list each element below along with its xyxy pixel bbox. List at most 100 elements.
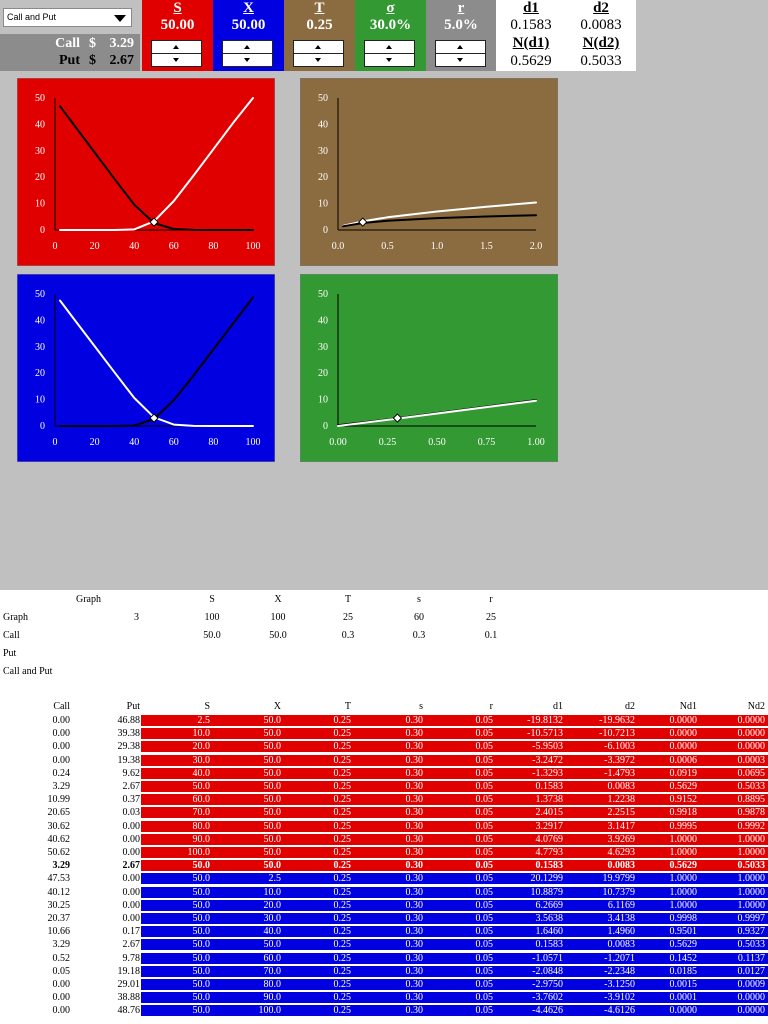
- table-cell: 0.25: [333, 886, 352, 898]
- control-sigma-value: 30.0%: [369, 17, 412, 33]
- table-cell: 50.0: [192, 965, 211, 977]
- down-arrow-icon[interactable]: [457, 58, 463, 62]
- table-cell: 1.0000: [737, 886, 766, 898]
- table-cell: 100.0: [187, 847, 211, 858]
- table-cell: 10.66: [47, 926, 71, 938]
- table-cell: 6.1169: [607, 899, 635, 911]
- param-header: S: [209, 594, 215, 605]
- down-arrow-icon[interactable]: [244, 58, 250, 62]
- table-cell: 0.5033: [737, 860, 766, 872]
- up-arrow-icon[interactable]: [457, 45, 463, 49]
- x-tick-label: 20: [90, 437, 100, 448]
- table-cell: 0.30: [405, 847, 424, 858]
- table-cell: 0.05: [475, 899, 494, 911]
- param-value: 50.0: [269, 630, 287, 641]
- table-row: 0.05 19.18 50.0 70.0 0.25 0.30 0.05 -2.0848 -2.2…: [0, 965, 768, 977]
- table-cell: 0.25: [333, 992, 352, 1004]
- table-cell: 0.25: [333, 952, 352, 964]
- option-type-dropdown[interactable]: Call and Put: [3, 8, 132, 27]
- table-cell: 80.0: [263, 979, 282, 990]
- table-row: 20.37 0.00 50.0 30.0 0.25 0.30 0.05 3.5638 3.413…: [0, 913, 768, 924]
- table-cell: -3.3972: [604, 754, 635, 766]
- control-x-label: X: [243, 0, 254, 16]
- down-arrow-icon[interactable]: [386, 58, 392, 62]
- table-cell: 30.0: [192, 754, 211, 766]
- table-row: 30.62 0.00 80.0 50.0 0.25 0.30 0.05 3.2917 3.141…: [0, 820, 768, 832]
- y-tick-label: 30: [35, 146, 45, 157]
- table-cell: 50.0: [263, 767, 282, 779]
- y-tick-label: 0: [323, 225, 328, 236]
- table-cell: 20.65: [47, 807, 71, 819]
- param-value: 50.0: [203, 630, 221, 641]
- table-cell: 0.0185: [669, 965, 698, 977]
- table-cell: 1.2238: [607, 794, 636, 806]
- table-cell: 0.25: [333, 715, 352, 726]
- up-arrow-icon[interactable]: [315, 45, 321, 49]
- down-arrow-icon[interactable]: [315, 58, 321, 62]
- table-cell: 1.0000: [737, 873, 766, 885]
- table-cell: 0.30: [405, 767, 424, 779]
- table-cell: 50.0: [192, 899, 211, 911]
- x-spinner[interactable]: [222, 40, 273, 67]
- y-tick-label: 50: [35, 289, 45, 300]
- sigma-spinner[interactable]: [364, 40, 415, 67]
- table-cell: 70.0: [263, 965, 282, 977]
- up-arrow-icon[interactable]: [386, 45, 392, 49]
- table-cell: 0.25: [333, 847, 352, 858]
- dropdown-selected-value: Call and Put: [7, 12, 57, 22]
- table-cell: 90.0: [263, 992, 282, 1004]
- table-cell: 0.00: [122, 820, 141, 832]
- table-cell: 0.30: [405, 965, 424, 977]
- table-cell: 0.30: [405, 939, 424, 951]
- control-x-value: 50.00: [231, 17, 266, 33]
- up-arrow-icon[interactable]: [244, 45, 250, 49]
- y-tick-label: 0: [40, 421, 45, 432]
- x-tick-label: 0: [53, 241, 58, 252]
- table-cell: 0.25: [333, 899, 352, 911]
- table-cell: 0.25: [333, 820, 352, 832]
- d2-value: 0.0083: [580, 17, 622, 33]
- table-cell: 0.1583: [535, 939, 564, 951]
- t-spinner[interactable]: [293, 40, 344, 67]
- s-spinner[interactable]: [151, 40, 202, 67]
- table-cell: 3.29: [52, 939, 71, 951]
- table-cell: 0.5629: [669, 860, 698, 872]
- table-cell: 100.0: [258, 1005, 282, 1017]
- table-cell: 0.05: [475, 794, 494, 806]
- d1-label: d1: [523, 0, 539, 16]
- column-header: Nd2: [747, 701, 765, 712]
- table-cell: 0.25: [333, 781, 352, 792]
- table-cell: 29.38: [117, 741, 141, 753]
- table-cell: 0.0009: [737, 979, 766, 990]
- down-arrow-icon[interactable]: [173, 58, 179, 62]
- table-cell: 30.0: [263, 913, 282, 924]
- table-cell: 0.05: [475, 965, 494, 977]
- r-spinner[interactable]: [435, 40, 486, 67]
- x-tick-label: 40: [129, 241, 139, 252]
- param-header: X: [274, 594, 282, 605]
- table-cell: 0.25: [333, 794, 352, 806]
- table-row: 40.62 0.00 90.0 50.0 0.25 0.30 0.05 4.0769 3.926…: [0, 833, 768, 845]
- table-cell: 50.0: [263, 847, 282, 858]
- table-cell: 2.5: [268, 873, 282, 885]
- param-header: r: [489, 594, 493, 605]
- table-cell: 0.25: [333, 728, 352, 740]
- up-arrow-icon[interactable]: [173, 45, 179, 49]
- d-statistics: d1 0.1583 N(d1) 0.5629 d2 0.0083 N(d2) 0…: [496, 0, 636, 71]
- table-cell: -2.2348: [604, 965, 635, 977]
- table-cell: 0.05: [475, 715, 494, 726]
- table-cell: 19.9799: [602, 873, 636, 885]
- param-value: 0.3: [341, 630, 355, 641]
- table-cell: 1.0000: [737, 833, 766, 845]
- column-header: Put: [126, 701, 140, 712]
- table-cell: 0.9918: [669, 807, 698, 819]
- y-tick-label: 50: [318, 93, 328, 104]
- table-cell: 3.5638: [535, 913, 564, 924]
- table-cell: 0.25: [333, 833, 352, 845]
- table-row: 0.00 29.01 50.0 80.0 0.25 0.30 0.05 -2.9750 -3.1…: [0, 979, 768, 990]
- x-tick-label: 0.75: [478, 437, 496, 448]
- param-value: 0.1: [484, 630, 498, 641]
- table-cell: 50.0: [192, 873, 211, 885]
- table-cell: 50.0: [263, 833, 282, 845]
